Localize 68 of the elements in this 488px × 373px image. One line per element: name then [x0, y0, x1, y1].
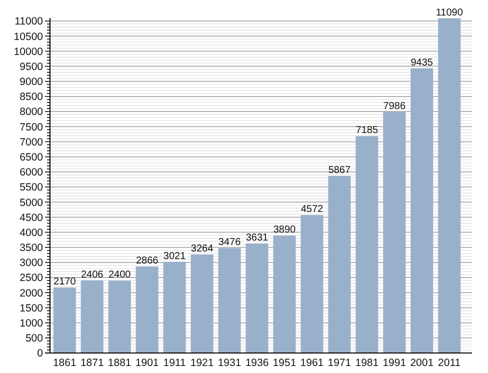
data-label: 2406	[80, 269, 104, 280]
bar	[190, 254, 214, 353]
data-label: 4572	[300, 204, 324, 216]
y-tick-label: 8000	[20, 106, 44, 118]
bar	[136, 266, 158, 353]
x-tick-label: 1991	[382, 357, 406, 369]
data-label: 11090	[436, 7, 464, 18]
x-tick-label: 1901	[135, 357, 159, 369]
data-label: 2400	[108, 270, 132, 281]
bar	[438, 18, 461, 353]
data-label: 9435	[410, 57, 434, 68]
x-tick-label: 2011	[438, 357, 461, 369]
y-tick-label: 5500	[20, 182, 44, 194]
y-tick-label: 1500	[20, 302, 44, 314]
bar	[218, 248, 241, 353]
bar	[163, 262, 186, 353]
x-tick-label: 2001	[410, 357, 434, 369]
data-label: 3890	[273, 224, 296, 236]
y-tick-label: 500	[25, 332, 44, 345]
x-tick-label: 1936	[245, 357, 269, 369]
y-tick-label: 5000	[20, 196, 44, 209]
y-tick-label: 2500	[20, 272, 44, 284]
data-label: 7185	[356, 125, 378, 136]
x-tick-label: 1921	[190, 357, 214, 369]
y-tick-label: 10000	[14, 46, 44, 58]
y-tick-label: 9000	[20, 76, 44, 88]
bar	[246, 243, 268, 353]
data-label: 3631	[246, 232, 269, 244]
x-tick-label: 1911	[163, 357, 186, 369]
data-label: 2866	[136, 256, 159, 267]
x-tick-label: 1861	[52, 357, 76, 369]
bar	[383, 112, 406, 353]
y-tick-label: 4500	[20, 212, 44, 224]
bar	[328, 176, 351, 353]
x-tick-label: 1881	[108, 357, 132, 369]
y-tick-label: 3500	[20, 242, 44, 254]
bar	[300, 215, 324, 353]
y-tick-label: 6500	[20, 152, 44, 164]
bar	[356, 136, 378, 353]
y-tick-label: 6000	[20, 166, 44, 179]
bar	[80, 280, 104, 353]
y-tick-label: 1000	[20, 317, 44, 330]
y-tick-label: 7000	[20, 136, 44, 148]
data-label: 7986	[383, 100, 406, 112]
data-label: 5867	[328, 164, 351, 176]
x-tick-label: 1931	[218, 357, 242, 369]
bar	[108, 280, 131, 353]
y-tick-label: 10500	[14, 30, 44, 43]
y-tick-label: 4000	[20, 226, 44, 239]
y-tick-label: 8500	[20, 91, 44, 104]
y-tick-label: 11000	[14, 16, 44, 28]
data-label: 2170	[54, 276, 76, 288]
x-tick-label: 1981	[355, 357, 379, 369]
x-tick-label: 1961	[300, 357, 324, 369]
data-label: 3264	[190, 243, 214, 254]
y-tick-label: 7500	[20, 121, 44, 134]
bar	[273, 236, 296, 353]
data-label: 3476	[218, 237, 242, 248]
x-tick-label: 1871	[80, 357, 104, 369]
data-label: 3021	[163, 250, 186, 262]
x-tick-label: 1951	[272, 357, 296, 369]
x-tick-label: 1971	[328, 357, 352, 369]
bar	[53, 288, 76, 353]
y-tick-label: 2000	[20, 287, 44, 300]
y-tick-label: 3000	[20, 257, 44, 270]
y-tick-label: 0	[37, 348, 44, 360]
bar	[410, 68, 434, 353]
y-tick-label: 9500	[20, 60, 44, 73]
